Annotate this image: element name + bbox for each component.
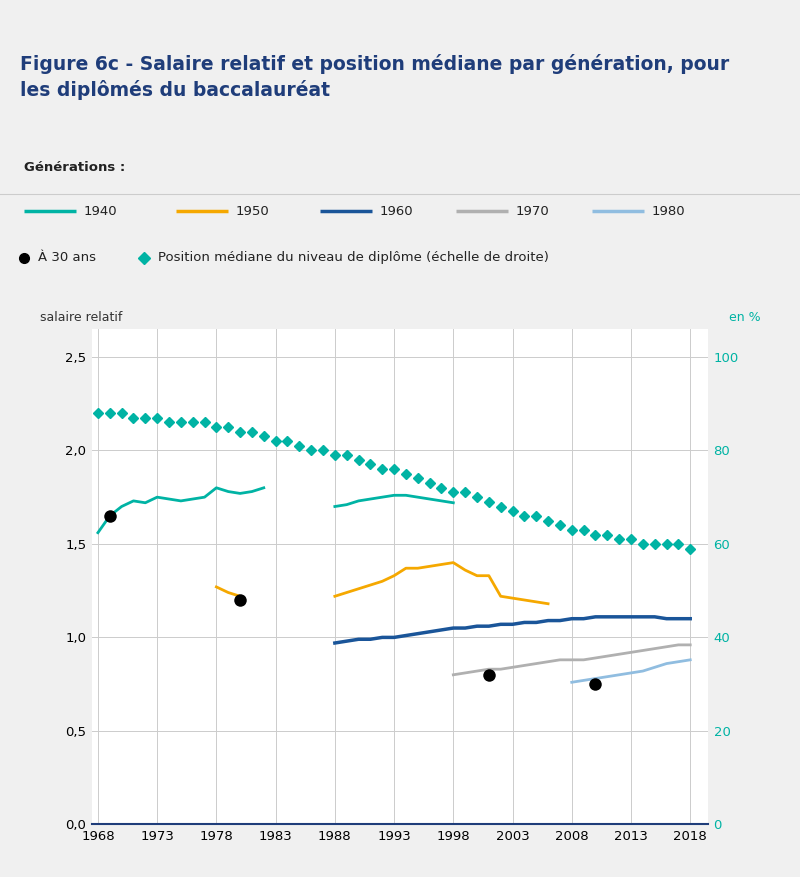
Text: 1970: 1970 — [516, 204, 550, 217]
Text: Position médiane du niveau de diplôme (échelle de droite): Position médiane du niveau de diplôme (é… — [158, 251, 550, 264]
Text: 1950: 1950 — [236, 204, 270, 217]
Text: Figure 6c - Salaire relatif et position médiane par génération, pour
les diplômé: Figure 6c - Salaire relatif et position … — [20, 53, 730, 100]
Text: salaire relatif: salaire relatif — [40, 311, 122, 324]
Text: 1980: 1980 — [652, 204, 686, 217]
Text: 1940: 1940 — [84, 204, 118, 217]
Text: Générations :: Générations : — [24, 161, 126, 174]
Text: en %: en % — [729, 311, 760, 324]
Text: 1960: 1960 — [380, 204, 414, 217]
Text: À 30 ans: À 30 ans — [38, 251, 97, 264]
